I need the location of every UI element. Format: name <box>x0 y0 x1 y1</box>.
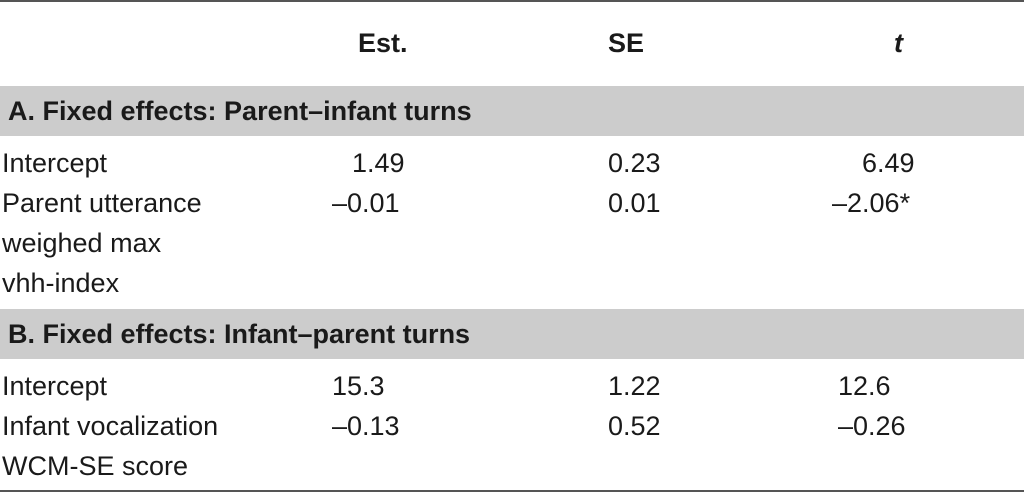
row-b1-label-line: Intercept <box>2 371 108 401</box>
column-header-t: t <box>894 28 903 58</box>
row-a2-label-line-1: Parent utterance <box>2 188 202 218</box>
row-a2-label: Parent utterance weighed max vhh-index <box>2 183 202 303</box>
section-b-title: B. Fixed effects: Infant–parent turns <box>8 319 471 349</box>
row-b2-t: –0.26 <box>838 411 906 441</box>
row-a1-t: 6.49 <box>862 148 915 178</box>
row-a1-label-line: Intercept <box>2 148 108 178</box>
row-a2-t: –2.06* <box>832 188 911 218</box>
row-b2-label-line-1: Infant vocalization <box>2 411 219 441</box>
section-b-header: B. Fixed effects: Infant–parent turns <box>0 309 1024 359</box>
row-a2-est: –0.01 <box>332 188 400 218</box>
row-a2-label-line-3: vhh-index <box>2 268 120 298</box>
row-b2-est: –0.13 <box>332 411 400 441</box>
section-a-header: A. Fixed effects: Parent–infant turns <box>0 86 1024 136</box>
row-b2-label: Infant vocalization WCM-SE score <box>2 406 218 486</box>
column-header-se: SE <box>608 28 645 58</box>
row-b2-se: 0.52 <box>608 411 661 441</box>
row-b1-est: 15.3 <box>332 371 385 401</box>
top-rule <box>0 0 1024 2</box>
bottom-rule <box>0 490 1024 492</box>
row-b1-label: Intercept <box>2 366 107 406</box>
section-a-title: A. Fixed effects: Parent–infant turns <box>8 96 472 126</box>
row-a2-se: 0.01 <box>608 188 661 218</box>
row-a2-label-line-2: weighed max <box>2 228 162 258</box>
row-a1-se: 0.23 <box>608 148 661 178</box>
row-b1-se: 1.22 <box>608 371 661 401</box>
column-header-est: Est. <box>358 28 408 58</box>
row-b1-t: 12.6 <box>838 371 891 401</box>
row-a1-est: 1.49 <box>352 148 405 178</box>
row-a1-label: Intercept <box>2 143 107 183</box>
row-b2-label-line-2: WCM-SE score <box>2 451 189 481</box>
